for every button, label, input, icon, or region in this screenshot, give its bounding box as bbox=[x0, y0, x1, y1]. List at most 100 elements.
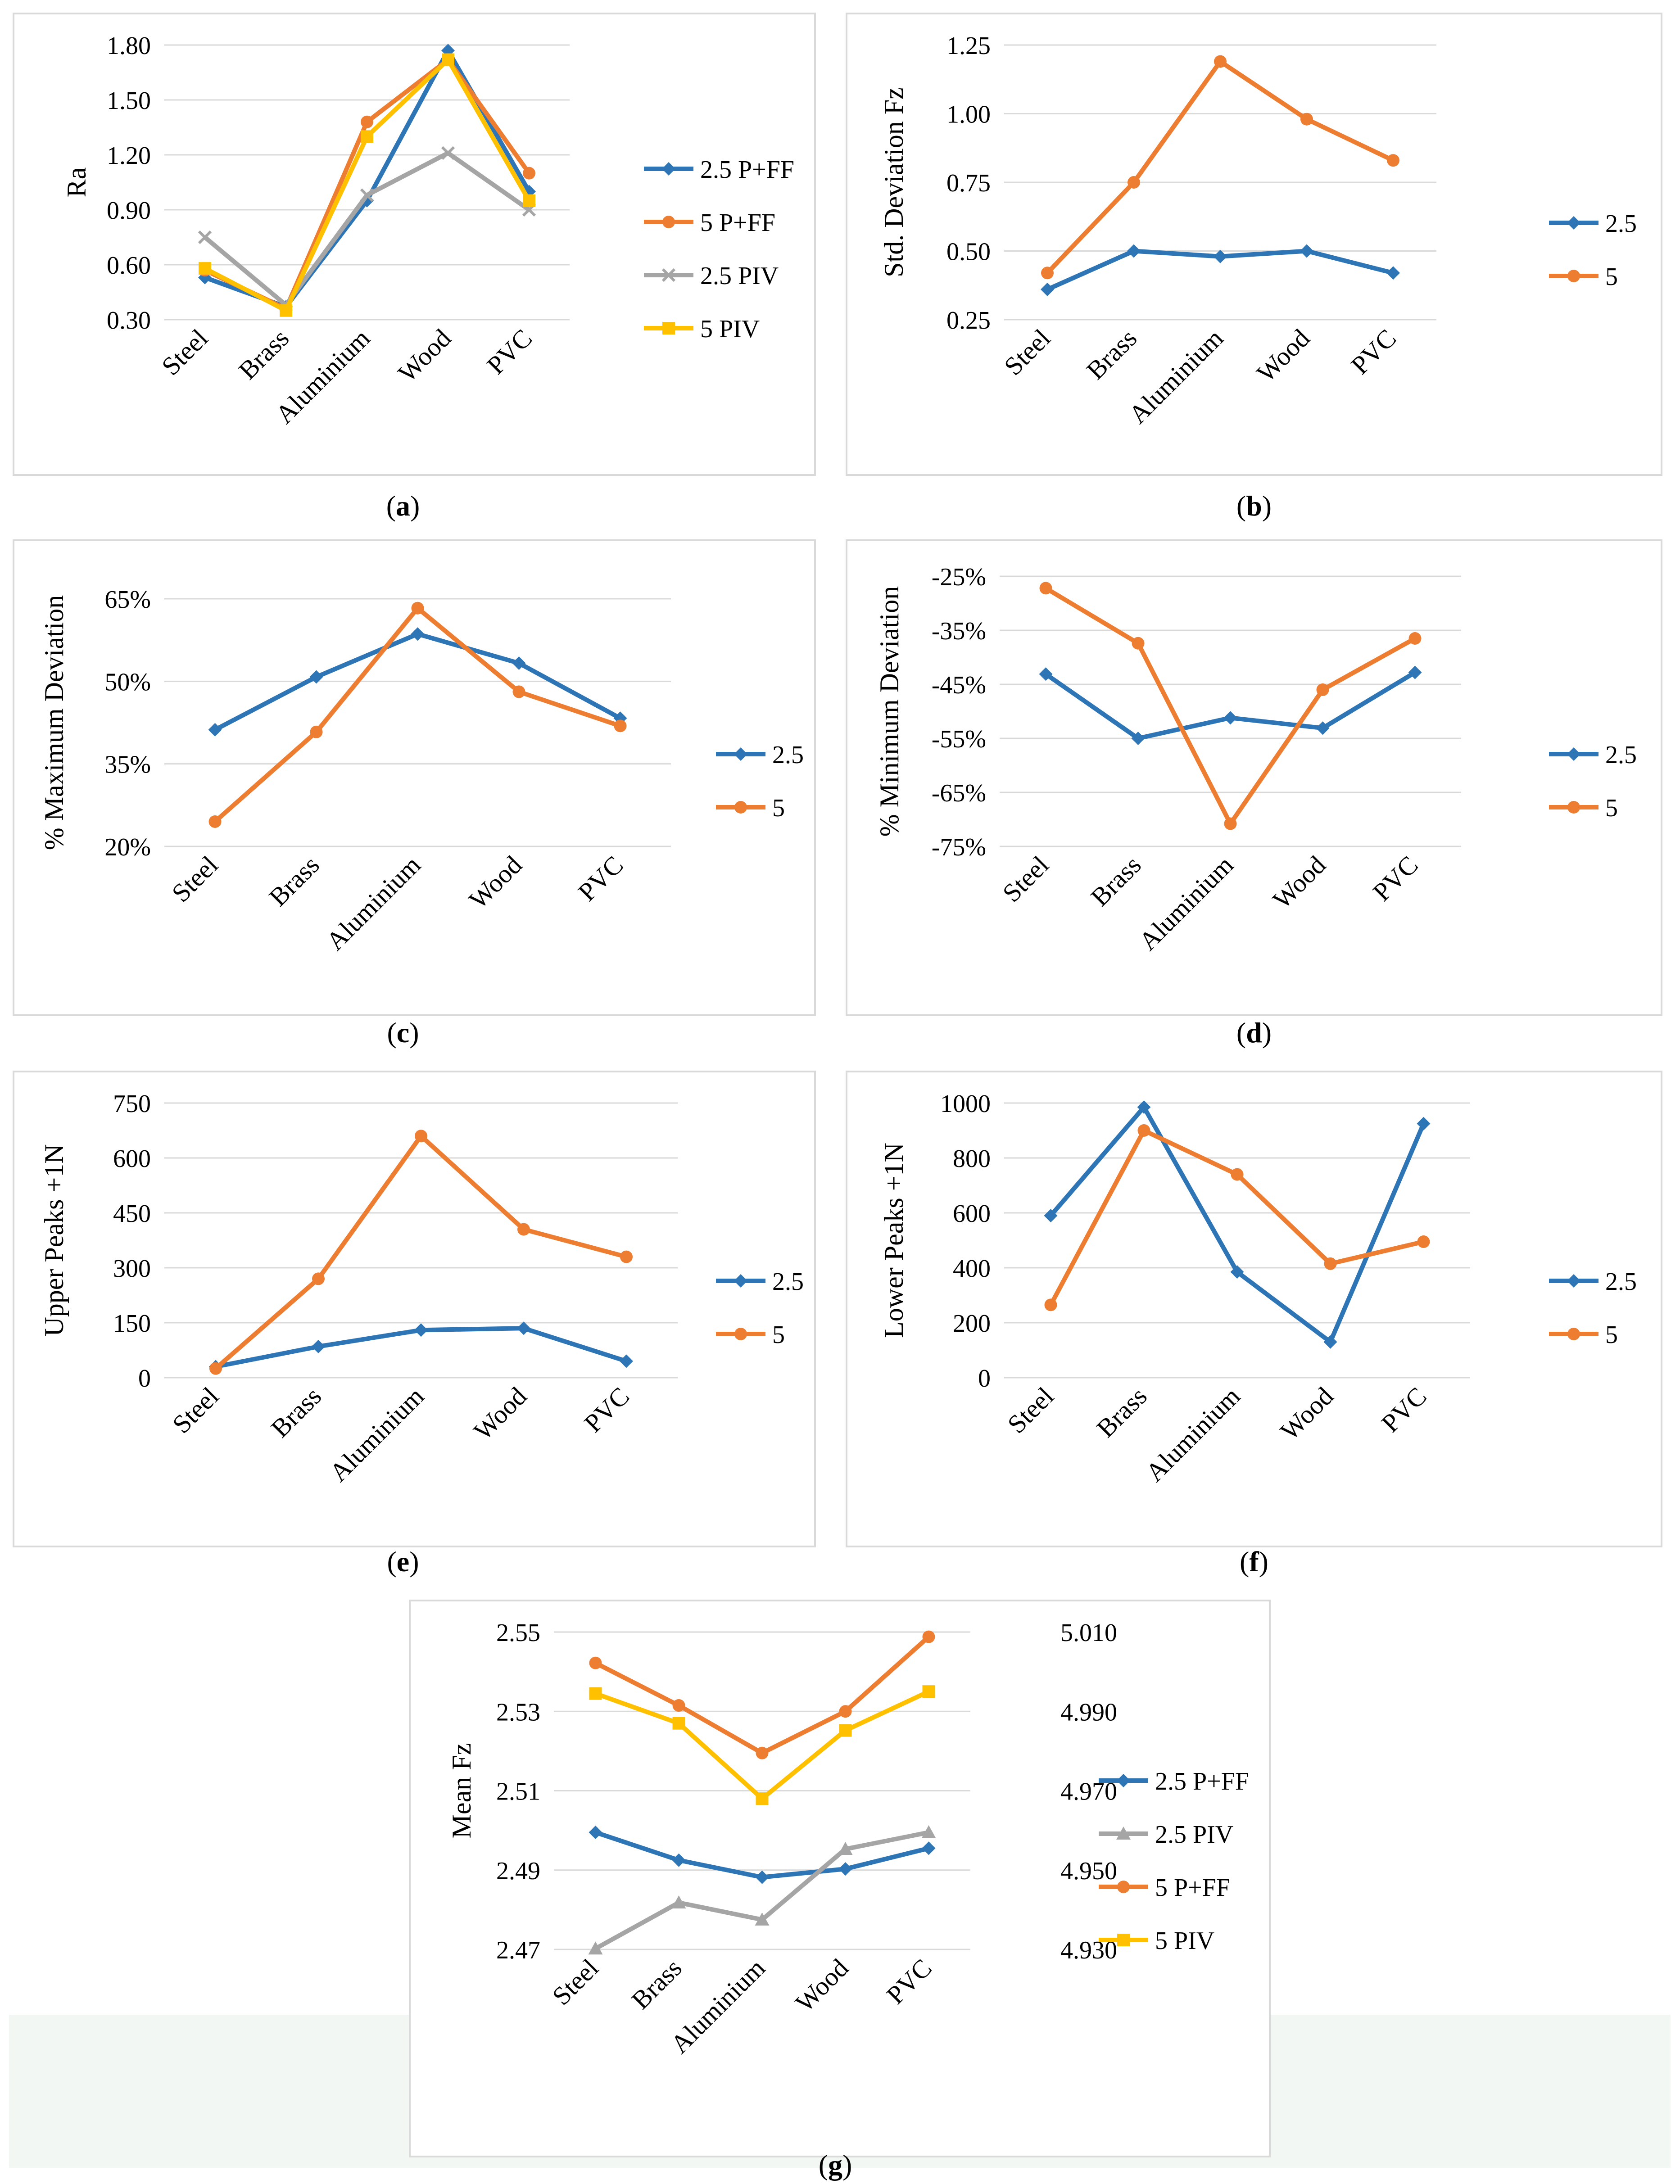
y-tick-label: 0.90 bbox=[107, 197, 151, 225]
data-point bbox=[1214, 249, 1227, 263]
data-point bbox=[755, 1912, 770, 1926]
legend-label: 2.5 bbox=[1605, 210, 1637, 238]
legend-label: 5 P+FF bbox=[1155, 1874, 1230, 1902]
y-tick-label: 20% bbox=[104, 833, 151, 861]
data-point bbox=[441, 146, 455, 160]
data-point bbox=[1132, 637, 1145, 650]
legend-label: 5 bbox=[1605, 1321, 1618, 1349]
data-point bbox=[199, 262, 211, 275]
data-point bbox=[589, 1687, 602, 1700]
y-axis-label: Std. Deviation Fz bbox=[879, 87, 909, 277]
panel-frame-f bbox=[846, 1071, 1662, 1547]
data-point bbox=[589, 1826, 602, 1840]
y-tick-label: -55% bbox=[932, 725, 986, 753]
y-tick-label: -65% bbox=[932, 779, 986, 807]
chart-g: 2.472.492.512.532.554.9304.9504.9704.990… bbox=[409, 1600, 1271, 2181]
data-point bbox=[209, 1362, 222, 1375]
y-tick-label: 0 bbox=[138, 1365, 151, 1393]
y2-tick-label: 5.010 bbox=[1060, 1619, 1117, 1647]
data-point bbox=[411, 601, 424, 615]
data-point bbox=[1039, 667, 1053, 681]
legend-label: 2.5 bbox=[772, 1268, 804, 1296]
y-tick-label: 1.50 bbox=[107, 87, 151, 115]
legend-label: 5 bbox=[772, 794, 785, 822]
y-tick-label: 1.20 bbox=[107, 142, 151, 170]
y-tick-label: 0.60 bbox=[107, 252, 151, 280]
legend-marker bbox=[662, 216, 675, 228]
y-tick-label: 300 bbox=[113, 1255, 151, 1283]
y-tick-label: 600 bbox=[113, 1145, 151, 1173]
panel-caption: (f) bbox=[1240, 1546, 1268, 1578]
data-point bbox=[361, 115, 373, 128]
y-tick-label: 1.00 bbox=[946, 101, 991, 129]
legend-marker bbox=[1567, 747, 1580, 761]
data-point bbox=[588, 1941, 603, 1955]
data-point bbox=[361, 130, 373, 143]
legend-marker bbox=[661, 268, 676, 282]
legend-marker bbox=[734, 1274, 747, 1288]
data-point bbox=[1230, 1265, 1244, 1279]
legend-label: 5 bbox=[1605, 263, 1618, 291]
y-tick-label: 2.47 bbox=[496, 1936, 540, 1964]
panel-frame-b bbox=[846, 13, 1662, 476]
legend-marker bbox=[662, 322, 675, 335]
y-tick-label: 450 bbox=[113, 1200, 151, 1228]
data-point bbox=[1386, 266, 1400, 280]
data-point bbox=[620, 1250, 633, 1263]
data-point bbox=[620, 1354, 633, 1368]
legend-label: 2.5 PIV bbox=[1155, 1821, 1233, 1849]
legend-marker bbox=[734, 747, 747, 761]
data-point bbox=[517, 1223, 530, 1236]
data-point bbox=[1231, 1168, 1244, 1181]
data-point bbox=[512, 685, 525, 698]
legend-marker bbox=[1567, 1328, 1580, 1340]
data-point bbox=[1316, 683, 1329, 696]
data-point bbox=[1324, 1257, 1337, 1270]
data-point bbox=[921, 1825, 936, 1839]
data-point bbox=[1041, 267, 1054, 280]
data-point bbox=[512, 656, 526, 670]
y-tick-label: 50% bbox=[104, 668, 151, 696]
data-point bbox=[1039, 582, 1052, 595]
y-tick-label: 600 bbox=[953, 1200, 991, 1228]
data-point bbox=[1300, 244, 1313, 258]
y-tick-label: -75% bbox=[932, 833, 986, 861]
y-axis-label: Ra bbox=[62, 167, 91, 198]
legend-marker bbox=[1567, 801, 1580, 814]
y-tick-label: 200 bbox=[953, 1310, 991, 1338]
legend-marker bbox=[1117, 1774, 1130, 1787]
panel-frame-a bbox=[13, 13, 816, 476]
data-point bbox=[1224, 817, 1237, 830]
data-point bbox=[1137, 1100, 1151, 1114]
legend-marker bbox=[662, 162, 675, 176]
data-point bbox=[922, 1630, 935, 1643]
data-point bbox=[1417, 1117, 1431, 1130]
y-axis-label: Mean Fz bbox=[447, 1743, 476, 1839]
data-point bbox=[1223, 711, 1237, 725]
legend-marker bbox=[1567, 270, 1580, 282]
data-point bbox=[672, 1717, 685, 1730]
data-point bbox=[672, 1853, 686, 1867]
data-point bbox=[312, 1339, 325, 1353]
data-point bbox=[614, 719, 627, 733]
y-tick-label: 800 bbox=[953, 1145, 991, 1173]
y2-tick-label: 4.990 bbox=[1060, 1698, 1117, 1726]
data-point bbox=[411, 627, 425, 641]
data-point bbox=[1387, 154, 1399, 167]
y-tick-label: 1.25 bbox=[946, 32, 991, 60]
panel-frame-e bbox=[13, 1071, 816, 1547]
data-point bbox=[589, 1656, 602, 1669]
legend-label: 5 PIV bbox=[700, 315, 760, 343]
legend-marker bbox=[734, 801, 747, 814]
y-tick-label: 65% bbox=[104, 586, 151, 614]
data-point bbox=[523, 194, 535, 207]
legend-marker bbox=[1117, 1934, 1130, 1946]
panel-caption: (e) bbox=[387, 1546, 419, 1578]
legend-label: 2.5 bbox=[1605, 1268, 1637, 1296]
panel-caption: (c) bbox=[387, 1017, 419, 1049]
